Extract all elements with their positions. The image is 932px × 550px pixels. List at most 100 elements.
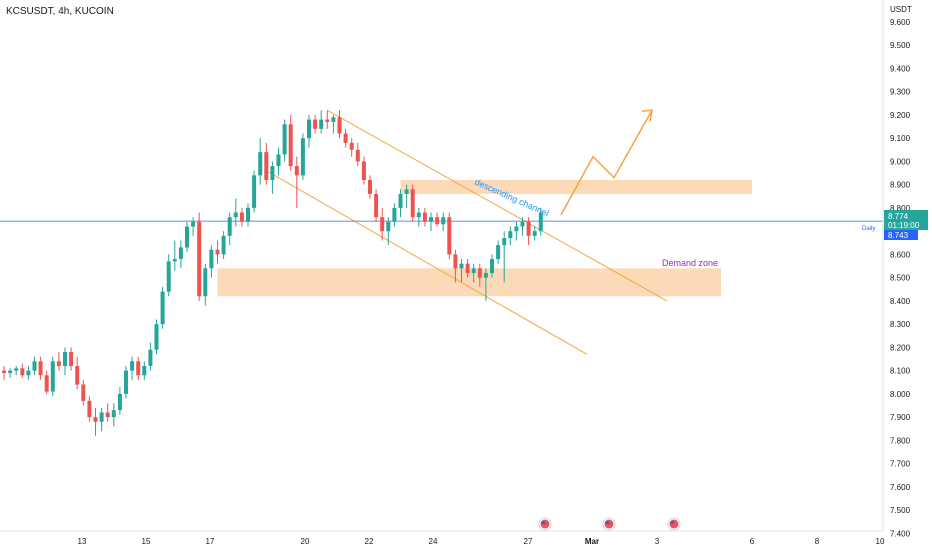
candle	[337, 110, 342, 139]
candle	[81, 379, 86, 406]
candle	[56, 352, 61, 371]
candle	[410, 184, 415, 222]
time-tick-label: 24	[429, 537, 438, 546]
candle	[276, 147, 281, 176]
price-tick-label: 9.600	[890, 18, 911, 27]
candle	[117, 386, 122, 415]
time-tick-label: 27	[524, 537, 533, 546]
candle	[105, 403, 110, 422]
candle	[20, 363, 25, 378]
candle	[26, 365, 31, 380]
candle	[2, 365, 6, 380]
price-tick-label: 8.300	[890, 320, 911, 329]
time-tick-label: 15	[142, 537, 151, 546]
candle	[270, 161, 275, 194]
candle	[246, 203, 250, 227]
candle	[87, 396, 92, 422]
candle	[435, 212, 440, 227]
candle	[154, 319, 159, 355]
candle	[172, 240, 177, 271]
candle	[75, 356, 80, 390]
time-tick-label: 22	[365, 537, 374, 546]
candle	[404, 184, 409, 208]
price-tick-label: 9.400	[890, 64, 911, 73]
candle	[185, 221, 189, 253]
time-axis[interactable]: 13 15 17 20 22 24 27 Mar 3 6 8 10	[0, 530, 885, 546]
price-tick-label: 7.500	[890, 506, 911, 515]
candle	[264, 142, 269, 185]
channel-upper-line	[327, 109, 668, 302]
time-tick-label: 6	[750, 537, 755, 546]
price-tick-label: 8.900	[890, 181, 911, 190]
candle	[368, 175, 372, 199]
price-tick-label: 8.600	[890, 250, 911, 259]
candle	[355, 142, 360, 167]
price-tick-label: 9.100	[890, 134, 911, 143]
candle	[50, 356, 55, 397]
time-tick-label: Mar	[585, 537, 599, 546]
candle	[166, 254, 171, 297]
candle	[124, 365, 128, 399]
trend-lines	[0, 109, 883, 355]
price-tick-label: 9.300	[890, 88, 911, 97]
candle	[233, 198, 238, 227]
candle	[142, 361, 147, 380]
candle	[361, 156, 366, 185]
candle	[441, 212, 446, 232]
candle	[477, 263, 482, 287]
candle	[416, 207, 421, 227]
candle	[221, 231, 226, 260]
us-flag-icon[interactable]	[602, 517, 616, 531]
candle	[490, 254, 494, 278]
event-markers[interactable]	[538, 517, 681, 531]
time-tick-label: 17	[206, 537, 215, 546]
candle	[227, 212, 232, 246]
candle	[447, 212, 452, 260]
candle	[325, 110, 330, 129]
demand-zone-label: Demand zone	[662, 258, 718, 268]
price-tick-label: 9.000	[890, 157, 911, 166]
candle	[99, 407, 104, 432]
candle	[191, 217, 196, 236]
candle	[300, 133, 305, 181]
price-tick-label: 8.100	[890, 367, 911, 376]
candle	[32, 356, 37, 376]
daily-line-label: Daily	[862, 226, 875, 232]
current-price-badge: 8.774 01:19:00	[884, 210, 928, 230]
candle	[8, 368, 13, 378]
candle	[197, 212, 202, 301]
price-tick-label: 8.000	[890, 390, 911, 399]
candle	[215, 240, 220, 264]
candle	[93, 407, 98, 436]
candlestick-series	[2, 110, 543, 436]
candle	[392, 203, 397, 227]
candle	[282, 119, 287, 162]
candle	[14, 365, 19, 376]
daily-price: 8.743	[888, 231, 909, 240]
candle	[532, 226, 537, 241]
us-flag-icon[interactable]	[667, 517, 681, 531]
projection-arrow	[560, 109, 653, 216]
candle	[496, 240, 501, 264]
candle	[526, 217, 531, 246]
price-tick-label: 8.400	[890, 297, 911, 306]
price-tick-label: 9.500	[890, 41, 911, 50]
candle	[453, 249, 458, 283]
candle	[258, 138, 263, 185]
price-tick-label: 7.800	[890, 436, 911, 445]
candle	[313, 114, 318, 134]
price-tick-label: 9.200	[890, 111, 911, 120]
bar-countdown: 01:19:00	[888, 221, 920, 230]
candle	[252, 170, 257, 213]
price-axis[interactable]: USDT 9.600 9.500 9.400 9.300 9.200 9.100 9.000…	[862, 0, 928, 538]
price-tick-label: 7.400	[890, 529, 911, 538]
time-tick-label: 20	[301, 537, 310, 546]
candle	[239, 207, 244, 227]
arrow-head-icon	[641, 109, 653, 122]
candle	[398, 189, 403, 218]
time-tick-label: 13	[78, 537, 87, 546]
price-tick-label: 8.800	[890, 204, 911, 213]
axis-currency: USDT	[890, 5, 912, 14]
us-flag-icon[interactable]	[538, 517, 552, 531]
